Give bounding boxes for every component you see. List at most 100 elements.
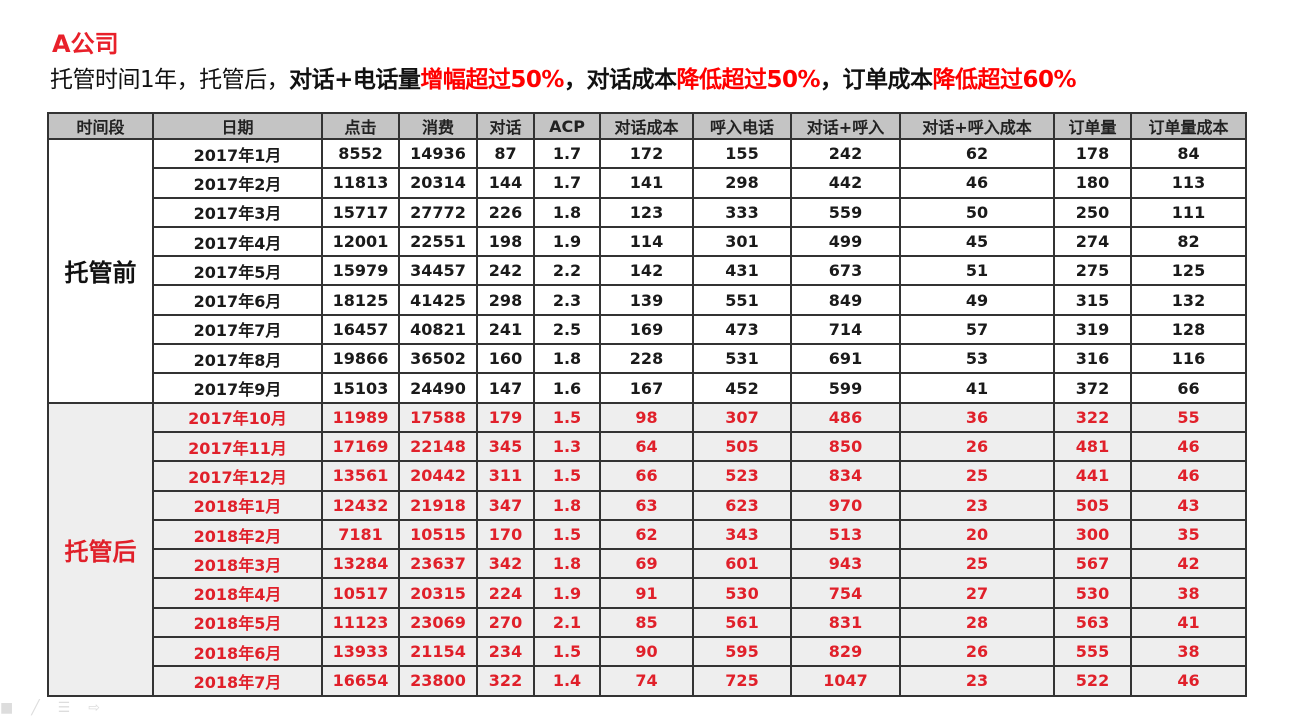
date-cell: 2018年5月 — [152, 606, 323, 639]
menu-icon[interactable]: ☰ — [57, 700, 71, 716]
value-cell: 25 — [899, 548, 1055, 580]
value-cell: 66 — [1130, 372, 1247, 404]
company-title: A公司 — [52, 30, 119, 58]
value-cell: 1.8 — [533, 489, 601, 521]
value-cell: 41 — [899, 372, 1055, 404]
pointer-icon[interactable]: ■ — [0, 700, 14, 716]
value-cell: 13284 — [321, 548, 400, 580]
value-cell: 38 — [1130, 577, 1247, 609]
table-row: 2017年6月 18125 41425 298 2.3 139 551 849 49 315 132 — [48, 284, 1247, 316]
value-cell: 850 — [790, 430, 901, 463]
value-cell: 8552 — [321, 137, 400, 170]
summary-part: ， — [820, 67, 843, 93]
value-cell: 275 — [1053, 255, 1132, 287]
column-header: 消费 — [398, 112, 478, 140]
value-cell: 169 — [599, 313, 694, 346]
summary-highlight: 增幅超过50% — [420, 67, 564, 93]
value-cell: 1.3 — [533, 430, 601, 463]
value-cell: 595 — [692, 636, 792, 668]
value-cell: 23069 — [398, 606, 478, 639]
column-header: 订单量成本 — [1130, 112, 1247, 140]
value-cell: 1.5 — [533, 401, 601, 433]
value-cell: 673 — [790, 255, 901, 287]
value-cell: 530 — [692, 577, 792, 609]
table-row: 2017年12月 13561 20442 311 1.5 66 523 834 25 441 46 — [48, 460, 1247, 492]
value-cell: 26 — [899, 430, 1055, 463]
value-cell: 35 — [1130, 518, 1247, 551]
table-row: 2017年5月 15979 34457 242 2.2 142 431 673 51 275 125 — [48, 255, 1247, 287]
table-row: 2018年1月 12432 21918 347 1.8 63 623 970 23 505 43 — [48, 489, 1247, 521]
value-cell: 90 — [599, 636, 694, 668]
table-row: 2018年5月 11123 23069 270 2.1 85 561 831 28 563 41 — [48, 606, 1247, 639]
summary-part: 托管时间1年，托管后， — [50, 67, 290, 93]
value-cell: 27 — [899, 577, 1055, 609]
value-cell: 18125 — [321, 284, 400, 316]
value-cell: 85 — [599, 606, 694, 639]
value-cell: 431 — [692, 255, 792, 287]
value-cell: 17169 — [321, 430, 400, 463]
value-cell: 147 — [476, 372, 535, 404]
value-cell: 1.8 — [533, 343, 601, 375]
value-cell: 46 — [1130, 460, 1247, 492]
value-cell: 66 — [599, 460, 694, 492]
value-cell: 40821 — [398, 313, 478, 346]
value-cell: 23637 — [398, 548, 478, 580]
pen-icon[interactable]: ╱ — [31, 700, 40, 716]
value-cell: 16457 — [321, 313, 400, 346]
column-header: ACP — [533, 112, 601, 140]
summary-part: 对话+电话量 — [289, 67, 421, 93]
value-cell: 345 — [476, 430, 535, 463]
value-cell: 7181 — [321, 518, 400, 551]
table-row: 2017年2月 11813 20314 144 1.7 141 298 442 46 180 113 — [48, 167, 1247, 199]
column-header: 日期 — [152, 112, 323, 140]
summary-highlight: 降低超过50% — [676, 67, 821, 93]
table-row: 2017年9月 15103 24490 147 1.6 167 452 599 41 372 66 — [48, 372, 1247, 404]
value-cell: 530 — [1053, 577, 1132, 609]
table-row: 2017年3月 15717 27772 226 1.8 123 333 559 50 250 111 — [48, 196, 1247, 228]
summary-line: 托管时间1年，托管后，对话+电话量增幅超过50%，对话成本降低超过50%，订单成… — [50, 60, 1077, 94]
value-cell: 64 — [599, 430, 694, 463]
value-cell: 970 — [790, 489, 901, 521]
value-cell: 943 — [790, 548, 901, 580]
summary-part: 订单成本 — [842, 67, 934, 93]
value-cell: 23800 — [398, 665, 478, 697]
value-cell: 22148 — [398, 430, 478, 463]
value-cell: 551 — [692, 284, 792, 316]
value-cell: 15717 — [321, 196, 400, 228]
value-cell: 180 — [1053, 167, 1132, 199]
value-cell: 347 — [476, 489, 535, 521]
value-cell: 242 — [790, 137, 901, 170]
value-cell: 160 — [476, 343, 535, 375]
value-cell: 141 — [599, 167, 694, 199]
date-cell: 2017年3月 — [152, 196, 323, 228]
value-cell: 139 — [599, 284, 694, 316]
value-cell: 601 — [692, 548, 792, 580]
value-cell: 20 — [899, 518, 1055, 551]
value-cell: 198 — [476, 225, 535, 258]
value-cell: 142 — [599, 255, 694, 287]
value-cell: 15103 — [321, 372, 400, 404]
table-row: 托管后 2017年10月 11989 17588 179 1.5 98 307 486 36 322… — [47, 401, 1247, 697]
value-cell: 224 — [476, 577, 535, 609]
value-cell: 1.9 — [533, 225, 601, 258]
value-cell: 50 — [899, 196, 1055, 228]
value-cell: 242 — [476, 255, 535, 287]
value-cell: 831 — [790, 606, 901, 639]
value-cell: 41425 — [398, 284, 478, 316]
value-cell: 522 — [1053, 665, 1132, 697]
value-cell: 116 — [1130, 343, 1247, 375]
date-cell: 2017年7月 — [152, 313, 323, 346]
value-cell: 41 — [1130, 606, 1247, 639]
value-cell: 21154 — [398, 636, 478, 668]
value-cell: 343 — [692, 518, 792, 551]
value-cell: 24490 — [398, 372, 478, 404]
header-row: 时间段 日期 点击 消费 对话 ACP 对话成本 呼入电话 对话+呼入 对话+呼入成本 订单量 订单量… — [47, 112, 1247, 140]
value-cell: 19866 — [321, 343, 400, 375]
value-cell: 10515 — [398, 518, 478, 551]
value-cell: 62 — [899, 137, 1055, 170]
arrow-right-icon[interactable]: ⇨ — [88, 700, 100, 716]
date-cell: 2017年2月 — [152, 167, 323, 199]
date-cell: 2017年9月 — [152, 372, 323, 404]
value-cell: 1.5 — [533, 460, 601, 492]
value-cell: 2.2 — [533, 255, 601, 287]
